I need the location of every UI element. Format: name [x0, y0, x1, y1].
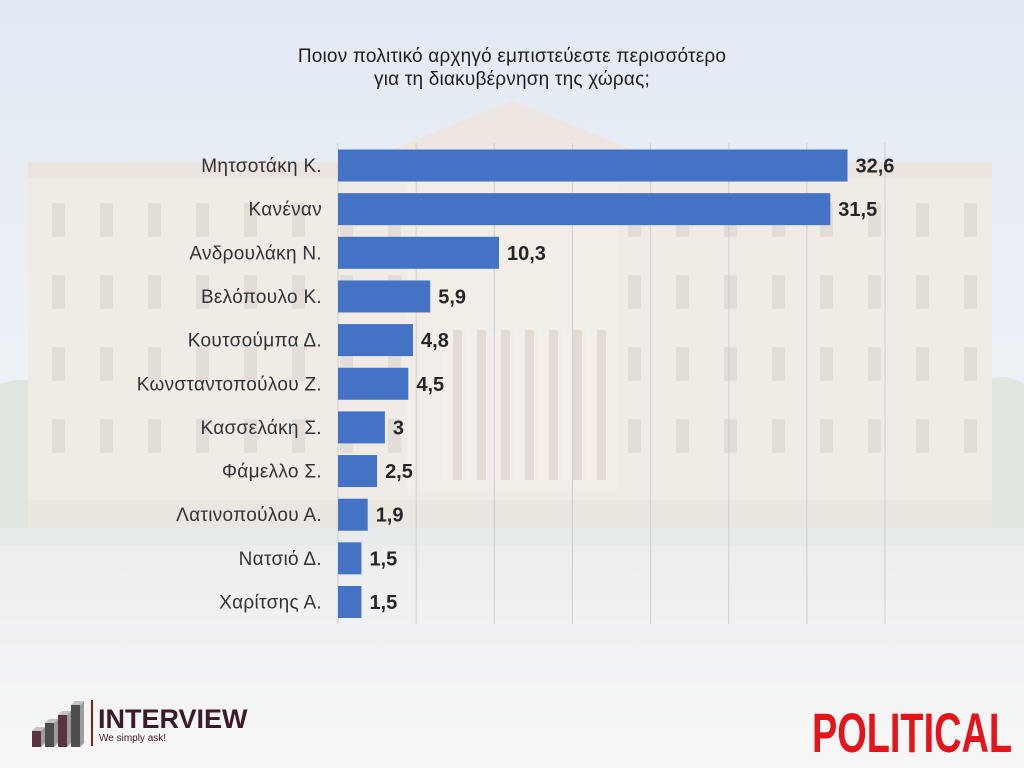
plaza-railing [0, 528, 1024, 546]
interview-icon-bar-4 [71, 701, 84, 747]
plaza-ground [0, 545, 1024, 768]
portico-pediment [392, 100, 632, 150]
interview-icon-bar-2 [45, 719, 58, 747]
chart-title-line-2: για τη διακυβέρνηση της χώρας; [374, 69, 650, 90]
interview-logo-separator [91, 700, 93, 746]
chart-title-line-1: Ποιον πολιτικό αρχηγό εμπιστεύεστε περισ… [297, 46, 727, 67]
chart-title: Ποιον πολιτικό αρχηγό εμπιστεύεστε περισ… [0, 45, 1024, 91]
interview-wordmark: INTERVIEW [98, 704, 248, 734]
portico-columns [438, 330, 606, 480]
political-logo: POLITICAL [812, 701, 1012, 760]
interview-tagline: We simply ask! [99, 733, 167, 744]
interview-icon-bar-1 [32, 727, 45, 747]
interview-icon-bar-3 [58, 711, 71, 747]
interview-logo: INTERVIEW We simply ask! [30, 700, 255, 748]
political-wordmark: POLITICAL [812, 701, 1012, 760]
interview-bars-icon [32, 701, 84, 747]
